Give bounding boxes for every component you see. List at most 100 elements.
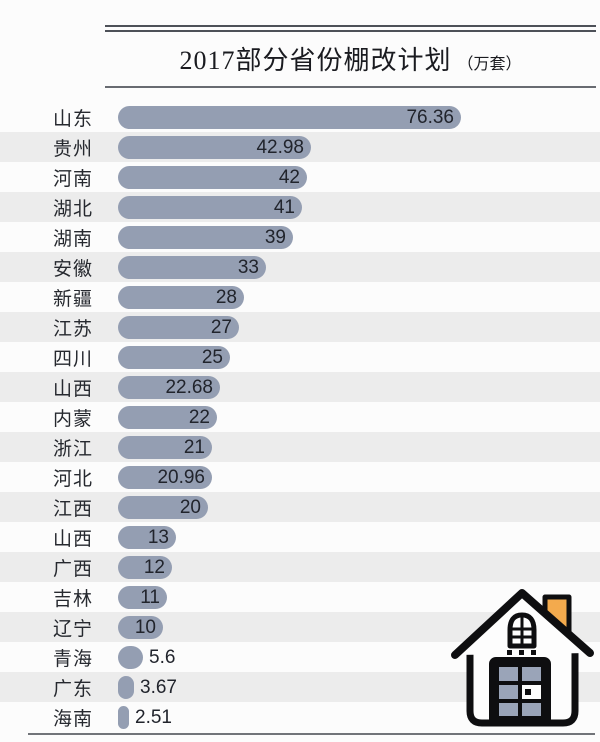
category-label: 内蒙 [52, 408, 93, 430]
title-underline-rule [105, 86, 596, 88]
bar: 22.68 [118, 375, 220, 399]
bar: 42.98 [118, 135, 311, 159]
bar-track: 2.51 [118, 705, 600, 729]
bar: 27 [118, 315, 239, 339]
category-label: 广东 [52, 678, 93, 700]
bar: 10 [118, 615, 163, 639]
bar-track: 20 [118, 495, 600, 519]
category-label: 山东 [52, 108, 93, 130]
value-label: 27 [210, 316, 232, 338]
bar [118, 675, 134, 699]
bar: 25 [118, 345, 230, 369]
bar-track: 22 [118, 405, 600, 429]
bar: 76.36 [118, 105, 461, 129]
chart-row: 青海 5.6 [0, 642, 600, 672]
chart-row: 内蒙 22 [0, 402, 600, 432]
value-label: 2.51 [135, 706, 172, 728]
value-label: 33 [237, 256, 259, 278]
value-label: 76.36 [406, 106, 454, 128]
value-label: 28 [215, 286, 237, 308]
chart-row: 浙江 21 [0, 432, 600, 462]
bar [118, 705, 129, 729]
value-label: 3.67 [140, 676, 177, 698]
chart-row: 贵州 42.98 [0, 132, 600, 162]
value-label: 39 [264, 226, 286, 248]
category-label: 四川 [52, 348, 93, 370]
category-label: 广西 [52, 558, 93, 580]
chart-row: 吉林 11 [0, 582, 600, 612]
value-label: 20.96 [157, 466, 205, 488]
chart-row: 新疆 28 [0, 282, 600, 312]
value-label: 12 [143, 556, 165, 578]
chart-row: 四川 25 [0, 342, 600, 372]
bar-track: 28 [118, 285, 600, 309]
chart-row: 湖北 41 [0, 192, 600, 222]
category-label: 江西 [52, 498, 93, 520]
category-label: 湖北 [52, 198, 93, 220]
chart-row: 山东 76.36 [0, 102, 600, 132]
chart-row: 湖南 39 [0, 222, 600, 252]
bar [118, 645, 143, 669]
value-label: 20 [179, 496, 201, 518]
category-label: 海南 [52, 708, 93, 730]
category-label: 山西 [52, 528, 93, 550]
category-label: 辽宁 [52, 618, 93, 640]
chart-row: 广西 12 [0, 552, 600, 582]
bar: 20 [118, 495, 208, 519]
chart-row: 海南 2.51 [0, 702, 600, 732]
bar-track: 76.36 [118, 105, 600, 129]
category-label: 河南 [52, 168, 93, 190]
value-label: 21 [183, 436, 205, 458]
bar-chart: 山东 76.36 贵州 42.98 河南 42 湖北 41 [0, 102, 600, 732]
bar-track: 25 [118, 345, 600, 369]
bar: 21 [118, 435, 212, 459]
bar-track: 27 [118, 315, 600, 339]
category-label: 山西 [52, 378, 93, 400]
bar: 13 [118, 525, 176, 549]
bottom-rule [28, 733, 595, 735]
house-icon [451, 589, 594, 727]
bar-track: 22.68 [118, 375, 600, 399]
chart-row: 山西 22.68 [0, 372, 600, 402]
category-label: 河北 [52, 468, 93, 490]
bar: 20.96 [118, 465, 212, 489]
category-label: 贵州 [52, 138, 93, 160]
value-label: 25 [201, 346, 223, 368]
category-label: 湖南 [52, 228, 93, 250]
bar: 39 [118, 225, 293, 249]
bar-track: 41 [118, 195, 600, 219]
chart-row: 河北 20.96 [0, 462, 600, 492]
bar-track: 20.96 [118, 465, 600, 489]
chart-title-text: 2017部分省份棚改计划 [179, 46, 452, 75]
chart-title-unit: （万套） [457, 56, 522, 73]
bar-track: 13 [118, 525, 600, 549]
chart-row: 安徽 33 [0, 252, 600, 282]
category-label: 江苏 [52, 318, 93, 340]
bar-track: 11 [118, 585, 600, 609]
bar: 28 [118, 285, 244, 309]
bar-track: 21 [118, 435, 600, 459]
bar: 11 [118, 585, 167, 609]
value-label: 22 [188, 406, 210, 428]
bar: 41 [118, 195, 302, 219]
value-label: 11 [140, 586, 160, 608]
chart-row: 江西 20 [0, 492, 600, 522]
category-label: 吉林 [52, 588, 93, 610]
value-label: 13 [147, 526, 169, 548]
category-label: 浙江 [52, 438, 93, 460]
bar-track: 39 [118, 225, 600, 249]
chart-title: 2017部分省份棚改计划 （万套） [105, 40, 596, 77]
value-label: 5.6 [149, 646, 176, 668]
bar-track: 5.6 [118, 645, 600, 669]
value-label: 22.68 [165, 376, 213, 398]
bar: 42 [118, 165, 307, 189]
chart-row: 江苏 27 [0, 312, 600, 342]
bar-track: 12 [118, 555, 600, 579]
bar-track: 42 [118, 165, 600, 189]
category-label: 新疆 [52, 288, 93, 310]
bar-track: 10 [118, 615, 600, 639]
value-label: 42.98 [256, 136, 304, 158]
chart-row: 山西 13 [0, 522, 600, 552]
value-label: 42 [278, 166, 300, 188]
